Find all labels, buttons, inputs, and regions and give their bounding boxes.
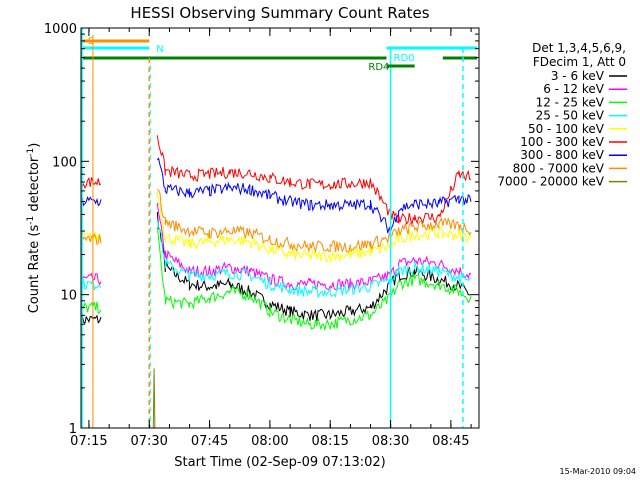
y-tick-label-1: 10 <box>60 289 77 304</box>
legend-title-2: FDecim 1, Att 0 <box>533 55 626 69</box>
annotation-N: N <box>156 44 163 55</box>
y-tick-label-3: 1000 <box>44 22 77 37</box>
x-tick-label-6: 08:45 <box>432 434 469 449</box>
series-line-7 <box>80 189 472 254</box>
x-tick-label-1: 07:30 <box>130 434 167 449</box>
series-line-1 <box>80 202 472 291</box>
legend-label-3: 25 - 50 keV <box>536 109 605 123</box>
series-line-0 <box>80 211 472 326</box>
legend-label-0: 3 - 6 keV <box>551 69 605 83</box>
x-tick-label-2: 07:45 <box>191 434 228 449</box>
overlay-layer: S N RD0 RD4 <box>81 28 477 428</box>
series-line-3 <box>80 219 472 299</box>
series-line-6 <box>80 157 472 234</box>
series-line-8 <box>152 368 156 429</box>
legend-label-1: 6 - 12 keV <box>543 82 605 96</box>
x-tick-label-4: 08:15 <box>311 434 348 449</box>
legend-label-7: 800 - 7000 keV <box>513 161 605 175</box>
legend-title-1: Det 1,3,4,5,6,9, <box>532 41 626 55</box>
legend-label-6: 300 - 800 keV <box>520 148 604 162</box>
legend-label-4: 50 - 100 keV <box>528 122 605 136</box>
legend-label-2: 12 - 25 keV <box>536 95 605 109</box>
y-axis-label: Count Rate (s-1 detector-1) <box>26 143 42 314</box>
annotation-S: S <box>88 36 94 47</box>
y-tick-label-2: 100 <box>52 155 77 170</box>
annotation-RD4: RD4 <box>368 62 389 73</box>
series-line-5 <box>80 135 472 226</box>
annotation-RD0: RD0 <box>394 53 415 64</box>
x-axis-label: Start Time (02-Sep-09 07:13:02) <box>174 455 385 470</box>
y-tick-label-0: 1 <box>69 422 77 437</box>
legend: Det 1,3,4,5,6,9, FDecim 1, Att 0 3 - 6 k… <box>497 41 627 189</box>
x-tick-label-0: 07:15 <box>70 434 107 449</box>
x-tick-label-3: 08:00 <box>251 434 288 449</box>
x-axis: 07:15 07:30 07:45 08:00 08:15 08:30 08:45 <box>70 28 472 449</box>
series-layer <box>80 135 472 429</box>
y-axis: 1 10 100 1000 <box>44 22 479 437</box>
legend-label-5: 100 - 300 keV <box>520 135 604 149</box>
x-tick-label-5: 08:30 <box>372 434 409 449</box>
footer-date: 15-Mar-2010 09:04 <box>560 467 637 476</box>
legend-label-8: 7000 - 20000 keV <box>497 175 604 189</box>
series-line-2 <box>80 226 472 331</box>
plot-frame <box>80 27 480 429</box>
chart-title: HESSI Observing Summary Count Rates <box>130 4 429 22</box>
